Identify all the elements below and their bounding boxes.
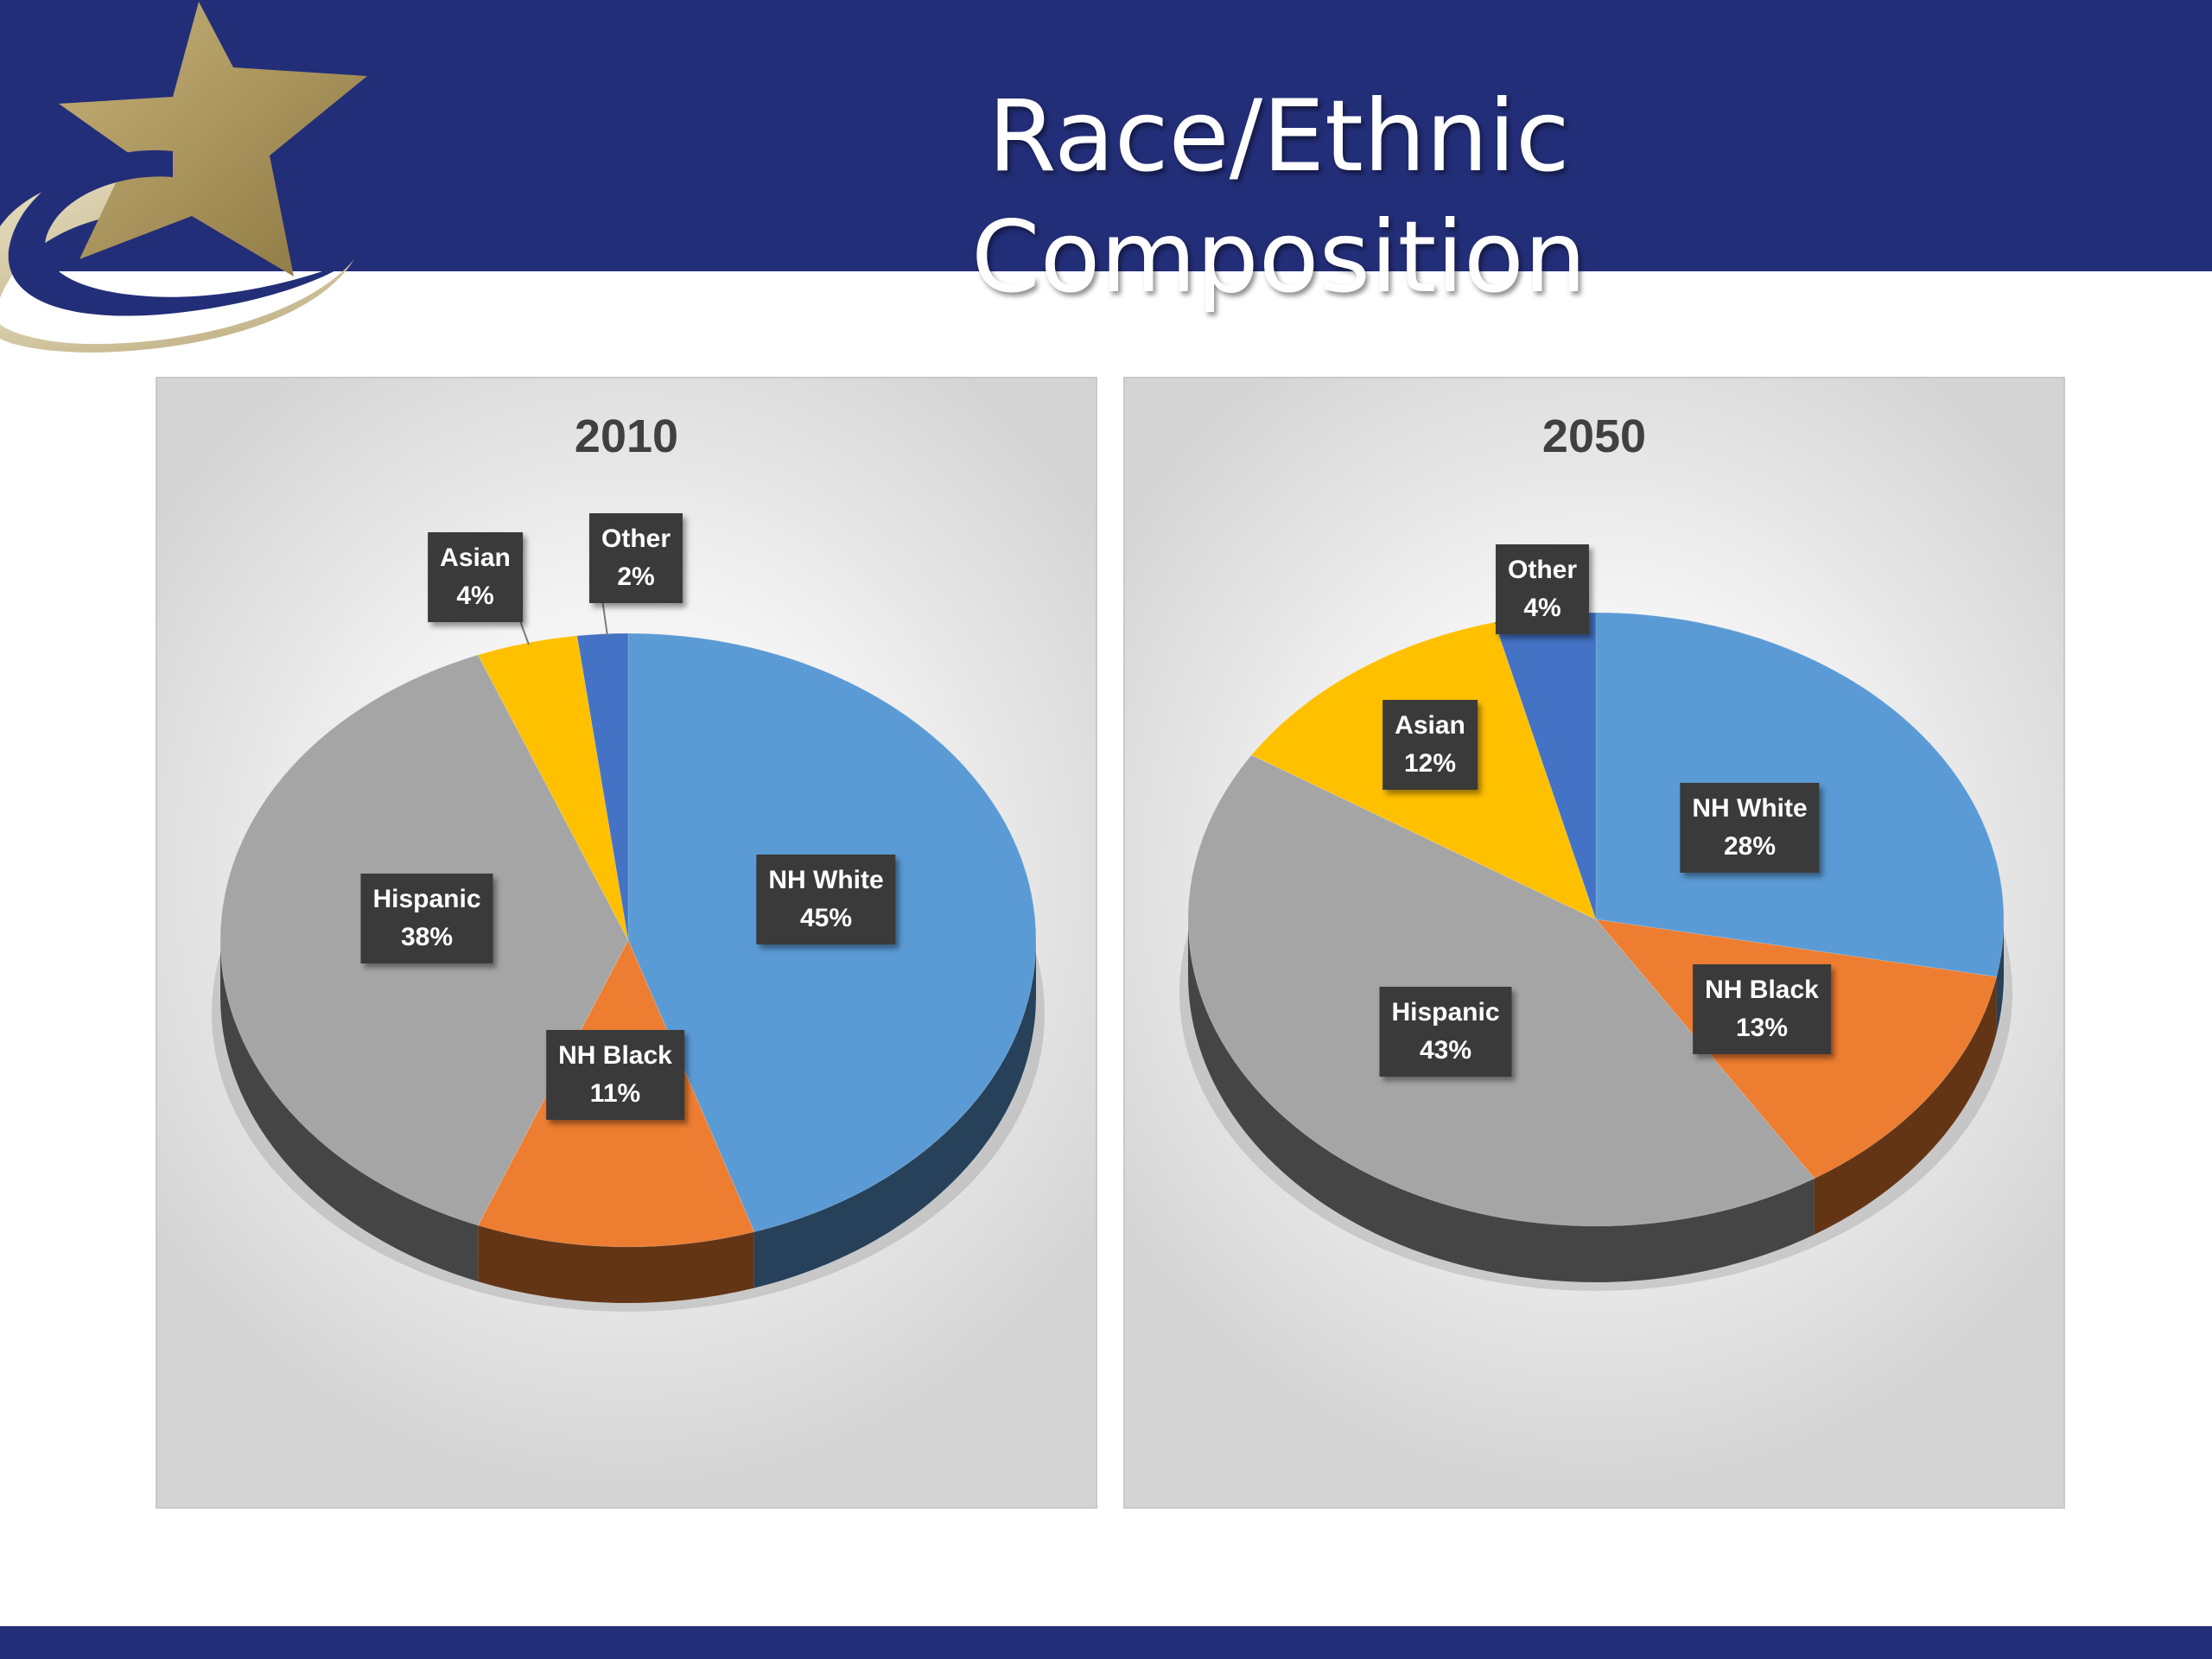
data-label-hispanic: Hispanic 38% [360,874,493,963]
data-label-asian: Asian 4% [428,532,523,622]
chart-panel-2050: 2050 NH White 28% NH Black 13% Hispanic 43% As… [1123,377,2065,1509]
data-label-value: 2% [617,563,655,591]
pie-side-hispanic [1188,919,1815,1282]
data-label-name: Hispanic [372,885,481,913]
logo-star-icon [0,2,367,353]
data-label-value: 43% [1419,1036,1472,1065]
data-label-value: 38% [400,923,454,951]
data-label-value: 4% [1523,594,1561,622]
data-label-value: 13% [1735,1014,1789,1042]
data-label-name: NH White [1692,794,1808,823]
pie-side-nh-black [478,1225,754,1304]
data-label-nh-white: NH White 28% [1680,783,1820,873]
data-label-value: 4% [456,582,494,610]
pie-chart-2050 [1179,612,2012,1291]
data-label-value: 12% [1403,749,1457,778]
pie-slice-other [576,632,629,941]
data-label-value: 11% [589,1079,641,1108]
data-label-name: NH Black [558,1041,672,1070]
slide-title: Race/Ethnic Composition [971,79,1586,315]
data-label-asian: Asian 12% [1382,700,1478,790]
pie-slice-asian [477,635,629,941]
pie-side-nh-white [753,940,1036,1288]
footer-bar [0,1626,2212,1659]
data-label-name: Other [601,524,671,553]
header-bar [0,0,2212,271]
chart-panel-2010: 2010 NH White 45% NH Black 11% Hispanic 38% As… [156,377,1097,1509]
pie-side-nh-white [1996,919,2004,1033]
data-label-name: Asian [1395,711,1465,740]
pie-side-nh-black [1814,976,1997,1235]
data-label-name: Hispanic [1391,998,1500,1027]
data-label-nh-black: NH Black 13% [1693,964,1831,1054]
data-label-nh-white: NH White 45% [756,855,896,944]
data-label-other: Other 2% [588,513,683,603]
chart-title: 2050 [1541,410,1647,462]
data-label-nh-black: NH Black 11% [546,1030,684,1120]
data-label-value: 45% [799,904,853,932]
chart-title: 2010 [574,410,679,462]
pie-side-hispanic [220,940,479,1282]
data-label-name: NH Black [1705,976,1819,1004]
data-label-name: Asian [440,543,511,572]
data-label-other: Other 4% [1495,544,1590,634]
data-label-name: Other [1507,556,1578,584]
data-label-hispanic: Hispanic 43% [1379,987,1512,1077]
data-label-value: 28% [1723,832,1777,861]
data-label-name: NH White [768,866,884,894]
